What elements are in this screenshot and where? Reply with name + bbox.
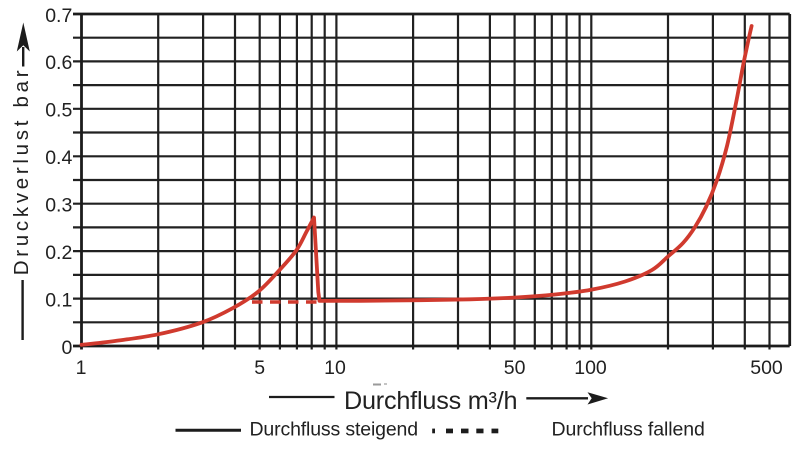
svg-text:0.3: 0.3 xyxy=(45,195,72,217)
svg-text:Durchfluss m³/h: Durchfluss m³/h xyxy=(344,387,517,415)
svg-text:0.6: 0.6 xyxy=(45,52,72,74)
svg-text:500: 500 xyxy=(750,357,783,379)
svg-text:10: 10 xyxy=(324,357,346,379)
svg-text:0.2: 0.2 xyxy=(45,242,72,264)
svg-text:Durchfluss steigend: Durchfluss steigend xyxy=(250,419,418,441)
svg-text:50: 50 xyxy=(504,357,526,379)
svg-text:0.1: 0.1 xyxy=(45,289,72,311)
svg-text:100: 100 xyxy=(574,357,607,379)
svg-text:0: 0 xyxy=(61,337,72,359)
svg-text:0.4: 0.4 xyxy=(45,147,72,169)
svg-text:0.5: 0.5 xyxy=(45,100,72,122)
svg-text:0.7: 0.7 xyxy=(45,5,72,27)
svg-text:1: 1 xyxy=(76,357,87,379)
svg-text:5: 5 xyxy=(254,357,265,379)
svg-text:Durchfluss fallend: Durchfluss fallend xyxy=(552,419,705,441)
svg-text:Druckverlust bar: Druckverlust bar xyxy=(10,67,33,275)
